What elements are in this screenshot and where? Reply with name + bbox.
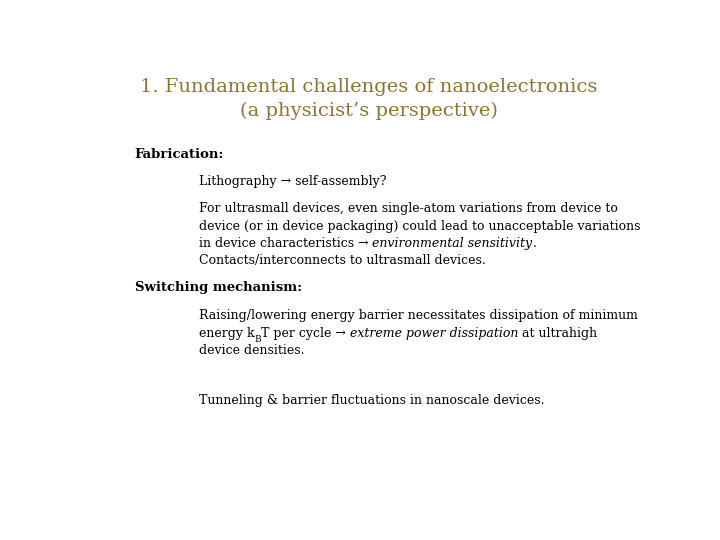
Text: Raising/lowering energy barrier necessitates dissipation of minimum: Raising/lowering energy barrier necessit… xyxy=(199,309,638,322)
Text: at ultrahigh: at ultrahigh xyxy=(518,327,598,340)
Text: .: . xyxy=(533,238,536,251)
Text: T per cycle →: T per cycle → xyxy=(261,327,350,340)
Text: Contacts/interconnects to ultrasmall devices.: Contacts/interconnects to ultrasmall dev… xyxy=(199,254,485,267)
Text: 1. Fundamental challenges of nanoelectronics: 1. Fundamental challenges of nanoelectro… xyxy=(140,78,598,96)
Text: (a physicist’s perspective): (a physicist’s perspective) xyxy=(240,102,498,119)
Text: device (or in device packaging) could lead to unacceptable variations: device (or in device packaging) could le… xyxy=(199,220,640,233)
Text: Fabrication:: Fabrication: xyxy=(135,148,224,161)
Text: Tunneling & barrier fluctuations in nanoscale devices.: Tunneling & barrier fluctuations in nano… xyxy=(199,394,544,407)
Text: in device characteristics →: in device characteristics → xyxy=(199,238,372,251)
Text: device densities.: device densities. xyxy=(199,344,305,357)
Text: extreme power dissipation: extreme power dissipation xyxy=(350,327,518,340)
Text: B: B xyxy=(254,335,261,344)
Text: environmental sensitivity: environmental sensitivity xyxy=(372,238,533,251)
Text: Lithography → self-assembly?: Lithography → self-assembly? xyxy=(199,176,387,188)
Text: For ultrasmall devices, even single-atom variations from device to: For ultrasmall devices, even single-atom… xyxy=(199,202,618,215)
Text: Switching mechanism:: Switching mechanism: xyxy=(135,281,302,294)
Text: energy k: energy k xyxy=(199,327,254,340)
